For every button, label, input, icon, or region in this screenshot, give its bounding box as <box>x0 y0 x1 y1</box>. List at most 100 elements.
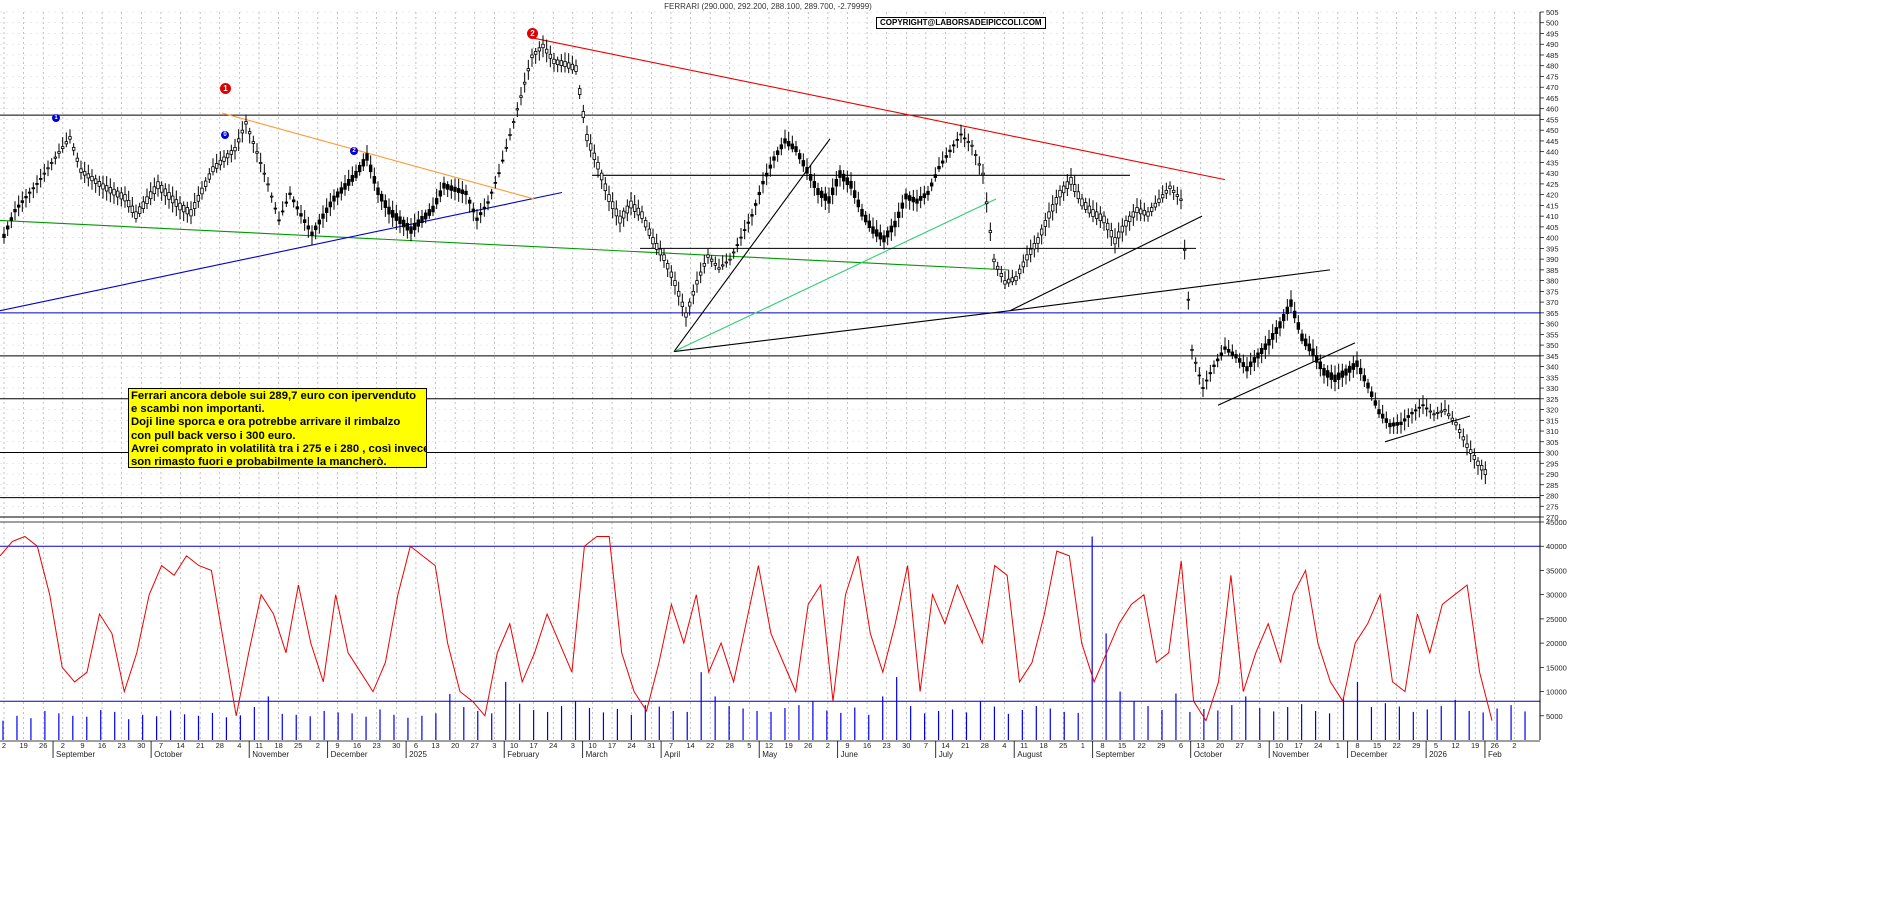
candle-body <box>1069 177 1073 185</box>
candle-body <box>233 146 237 152</box>
price-tick-label: 325 <box>1546 395 1559 404</box>
price-tick-label: 405 <box>1546 223 1559 232</box>
candle-body <box>625 205 630 214</box>
candle-body <box>1157 198 1161 203</box>
date-tick-label: 28 <box>726 741 734 750</box>
candle-body <box>823 193 828 201</box>
date-tick-label: 10 <box>1275 741 1283 750</box>
date-tick-label: 29 <box>1157 741 1165 750</box>
price-tick-label: 445 <box>1546 137 1559 146</box>
date-tick-label: 16 <box>98 741 106 750</box>
volume-tick-label: 30000 <box>1546 591 1567 600</box>
price-candles <box>2 35 1488 485</box>
candle-body <box>1410 411 1414 415</box>
candle-body <box>1094 211 1099 219</box>
candle-body <box>445 184 450 190</box>
candle-body <box>38 178 43 180</box>
candle-body <box>904 193 908 200</box>
date-tick-label: 20 <box>1216 741 1224 750</box>
candle-body <box>695 280 699 285</box>
date-tick-label: 1 <box>1336 741 1340 750</box>
candle-body <box>1285 306 1290 314</box>
candle-body <box>1421 404 1425 407</box>
candle-body <box>533 50 538 55</box>
candle-body <box>57 151 61 154</box>
price-tick-label: 465 <box>1546 94 1559 103</box>
candle-body <box>255 151 259 154</box>
candle-body <box>1142 210 1147 216</box>
price-tick-label: 480 <box>1546 62 1559 71</box>
candle-body <box>1028 248 1033 255</box>
candle-body <box>145 196 149 205</box>
candle-body <box>1083 202 1088 210</box>
candle-body <box>456 188 461 193</box>
candle-body <box>1076 191 1081 200</box>
date-tick-label: 5 <box>747 741 751 750</box>
candle-body <box>53 156 58 159</box>
candle-body <box>519 95 523 98</box>
candle-body <box>816 188 820 196</box>
candle-body <box>1204 379 1209 382</box>
candle-body <box>764 172 769 177</box>
date-tick-label: 5 <box>1434 741 1438 750</box>
candle-body <box>35 183 39 185</box>
candle-body <box>1384 418 1389 423</box>
candle-body <box>1322 367 1326 376</box>
candle-body <box>101 183 105 190</box>
candle-body <box>1263 343 1268 350</box>
candle-body <box>1468 449 1473 454</box>
date-tick-label: 14 <box>941 741 949 750</box>
candle-body <box>933 174 938 178</box>
price-tick-label: 395 <box>1546 244 1559 253</box>
date-tick-label: 9 <box>80 741 84 750</box>
candle-body <box>841 173 846 182</box>
candle-body <box>486 201 490 204</box>
candle-body <box>16 204 21 208</box>
candle-body <box>951 144 956 147</box>
candle-body <box>64 141 69 145</box>
volume-tick-label: 5000 <box>1546 712 1563 721</box>
candle-body <box>889 225 894 233</box>
candle-body <box>687 301 692 307</box>
price-tick-label: 425 <box>1546 180 1559 189</box>
date-tick-label: 23 <box>883 741 891 750</box>
candle-body <box>1179 198 1183 201</box>
candle-body <box>192 202 197 209</box>
candle-body <box>1006 278 1011 284</box>
candle-body <box>658 248 663 256</box>
volume-tick-label: 10000 <box>1546 688 1567 697</box>
date-tick-label: 10 <box>588 741 596 750</box>
date-tick-label: 25 <box>294 741 302 750</box>
candle-body <box>1164 189 1169 194</box>
candle-body <box>258 162 263 164</box>
month-label: March <box>586 750 608 759</box>
candle-body <box>1226 349 1231 353</box>
candle-body <box>273 207 278 210</box>
month-label: October <box>154 750 183 759</box>
candle-body <box>390 209 395 218</box>
candle-body <box>1479 465 1484 471</box>
price-tick-label: 490 <box>1546 40 1559 49</box>
candle-body <box>350 174 355 182</box>
candle-body <box>801 160 806 167</box>
candle-body <box>1010 277 1015 283</box>
candle-body <box>2 233 6 239</box>
candle-body <box>214 163 219 169</box>
candle-body <box>93 178 98 184</box>
date-tick-label: 27 <box>1236 741 1244 750</box>
candle-body <box>1413 409 1418 412</box>
date-tick-label: 27 <box>471 741 479 750</box>
candle-body <box>955 138 960 141</box>
month-label: May <box>762 750 777 759</box>
candle-body <box>1072 184 1077 192</box>
price-tick-label: 360 <box>1546 320 1559 329</box>
candle-body <box>1369 391 1374 398</box>
month-label: September <box>1096 750 1135 759</box>
candle-body <box>82 170 87 176</box>
note-line: con pull back verso i 300 euro. <box>131 429 296 442</box>
black-trendline <box>1009 215 1203 312</box>
price-tick-label: 290 <box>1546 470 1559 479</box>
date-tick-label: 30 <box>392 741 400 750</box>
candle-body <box>1281 313 1286 322</box>
candle-body <box>112 188 116 196</box>
